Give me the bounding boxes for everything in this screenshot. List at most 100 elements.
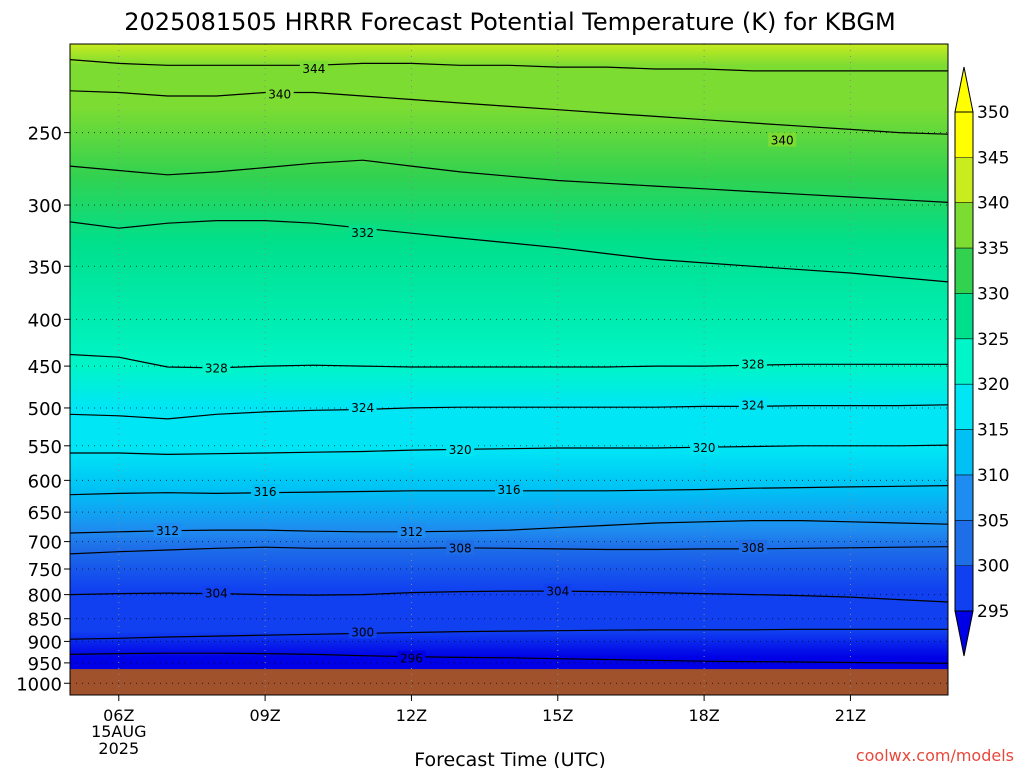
contour-label-bg xyxy=(446,540,475,555)
grid-lines xyxy=(70,44,948,695)
colorbar-segment xyxy=(955,565,973,611)
contour-line-344 xyxy=(70,59,948,72)
contour-label-bg xyxy=(768,132,797,147)
y-tick-label: 500 xyxy=(28,399,62,420)
x-tick-label: 15Z xyxy=(542,706,573,725)
colorbar-label: 300 xyxy=(977,557,1009,577)
contour-label-bg xyxy=(543,583,572,598)
colorbar-segment xyxy=(955,112,973,158)
contour-label: 320 xyxy=(693,441,716,455)
colorbar-segment xyxy=(955,429,973,475)
x-tick-sublabel: 15AUG xyxy=(91,722,146,741)
colorbar-label: 325 xyxy=(977,330,1009,350)
contour-label-bg xyxy=(153,523,182,538)
colorbar-segment xyxy=(955,338,973,385)
contour-line-312 xyxy=(70,520,948,534)
contour-label: 308 xyxy=(741,541,764,555)
contour-label: 320 xyxy=(449,443,472,457)
contour-label: 312 xyxy=(156,524,179,538)
y-tick-label: 450 xyxy=(28,357,62,378)
contour-label: 316 xyxy=(498,483,521,497)
x-axis-label: Forecast Time (UTC) xyxy=(414,749,605,768)
colorbar-label: 350 xyxy=(977,103,1009,123)
contour-label-bg xyxy=(397,650,426,665)
contour-label: 324 xyxy=(351,401,374,415)
colorbar-label: 330 xyxy=(977,284,1009,304)
colorbar-label: 340 xyxy=(977,194,1009,214)
contour-label: 340 xyxy=(268,87,291,101)
y-tick-label: 950 xyxy=(28,654,62,675)
contour-line-320 xyxy=(70,444,948,456)
colorbar-label: 345 xyxy=(977,148,1009,168)
contour-label: 328 xyxy=(205,362,228,376)
contour-label-bg xyxy=(690,439,719,454)
colorbar-segment xyxy=(955,474,973,521)
contour-line-332 xyxy=(70,220,948,283)
contour-line-340 xyxy=(70,90,948,135)
colorbar-extend-min xyxy=(954,610,974,657)
contour-line-324 xyxy=(70,404,948,420)
contour-label: 304 xyxy=(546,585,569,599)
y-axis-ticks: 2503003504004505005506006507007508008509… xyxy=(16,124,70,695)
colorbar-label: 310 xyxy=(977,466,1009,486)
y-tick-label: 900 xyxy=(28,632,62,653)
colorbar-label: 315 xyxy=(977,421,1009,441)
chart-title: 2025081505 HRRR Forecast Potential Tempe… xyxy=(124,8,895,36)
contour-label-bg xyxy=(738,356,767,371)
y-tick-label: 650 xyxy=(28,503,62,524)
contour-label: 296 xyxy=(400,652,423,666)
contour-line-308 xyxy=(70,546,948,555)
colorbar-label: 305 xyxy=(977,511,1009,531)
y-tick-label: 400 xyxy=(28,310,62,331)
contour-label: 300 xyxy=(351,625,374,639)
contour-label-bg xyxy=(202,360,231,375)
colorbar-label: 335 xyxy=(977,239,1009,259)
contour-label-bg xyxy=(738,539,767,554)
colorbar-segment xyxy=(955,520,973,566)
contour-label: 344 xyxy=(302,62,325,76)
contour-label: 324 xyxy=(741,399,764,413)
contour-label: 312 xyxy=(400,525,423,539)
y-tick-label: 1000 xyxy=(16,674,62,695)
y-tick-label: 550 xyxy=(28,437,62,458)
y-tick-label: 350 xyxy=(28,257,62,278)
contour-label-bg xyxy=(265,86,294,101)
x-tick-sublabel: 2025 xyxy=(98,739,139,758)
x-tick-label: 21Z xyxy=(835,706,866,725)
contour-label: 308 xyxy=(449,541,472,555)
contour-label-bg xyxy=(446,442,475,457)
contour-label: 316 xyxy=(254,485,277,499)
contour-label-bg xyxy=(202,585,231,600)
y-tick-label: 850 xyxy=(28,610,62,631)
contour-label: 332 xyxy=(351,226,374,240)
contour-label-bg xyxy=(397,523,426,538)
colorbar-segment xyxy=(955,248,973,294)
source-credit: coolwx.com/models xyxy=(856,746,1014,765)
y-tick-label: 600 xyxy=(28,471,62,492)
contour-label-bg xyxy=(348,624,377,639)
colorbar-extend-max xyxy=(954,66,974,113)
colorbar: 295 300 305 310 315 320 325 330 335 340 345 350 xyxy=(954,66,1009,657)
colorbar-label: 295 xyxy=(977,602,1009,622)
contour-labels: 344 340 340 332 328 328 324 324 320 320 316 316 312 3… xyxy=(153,61,797,666)
contour-label-bg xyxy=(299,61,328,76)
colorbar-segment xyxy=(955,384,973,430)
y-tick-label: 250 xyxy=(28,124,62,145)
contour-label-bg xyxy=(348,225,377,240)
x-tick-label: 06Z xyxy=(103,706,134,725)
temperature-field xyxy=(70,44,948,695)
contour-label-bg xyxy=(738,397,767,412)
x-tick-label: 18Z xyxy=(688,706,719,725)
colorbar-label: 320 xyxy=(977,375,1009,395)
contour-label: 328 xyxy=(741,357,764,371)
contour-line-300 xyxy=(70,628,948,640)
x-tick-label: 09Z xyxy=(249,706,280,725)
contour-label-bg xyxy=(495,482,523,497)
contour-label-bg xyxy=(348,399,377,414)
plot-frame xyxy=(69,43,949,696)
ground-terrain xyxy=(70,669,948,695)
contour-label: 304 xyxy=(205,587,228,601)
contour-label-bg xyxy=(251,484,280,499)
